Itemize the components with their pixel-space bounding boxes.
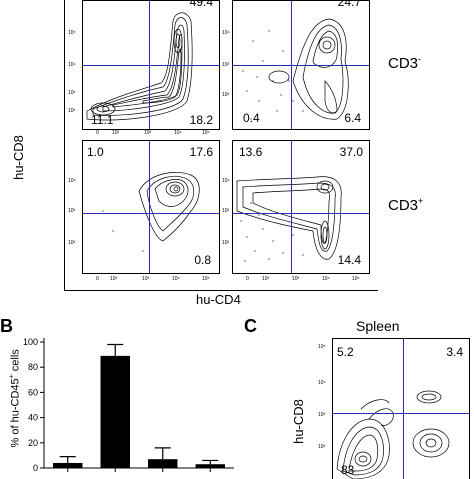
x-tick: 10⁴: [172, 276, 180, 282]
flow-plot-cd3neg-2: 24.7 0.4 6.4: [232, 0, 370, 130]
y-tick: 10²: [222, 240, 230, 246]
x-tick: 10³: [292, 276, 300, 282]
flow-plot-spleen: 5.2 3.4 83: [332, 338, 470, 479]
y-tick-label: 60: [28, 387, 38, 397]
x-tick: 10⁴: [322, 276, 330, 282]
y-tick: 10⁴: [222, 30, 230, 36]
quadrant-lower-right: 6.4: [344, 111, 361, 125]
flow-plot-cd3neg-1: 49.4 11.1 18.2: [82, 0, 220, 130]
y-tick: 10⁴: [68, 62, 76, 68]
panel-c-letter: C: [244, 316, 257, 336]
quadrant-lower-right: 0.8: [194, 253, 211, 267]
quadrant-upper-right: 49.4: [189, 0, 213, 9]
x-tick: 10⁴: [174, 130, 182, 136]
x-tick: 0: [246, 276, 249, 282]
bar-chart: 0 20 40 60 80 100: [23, 337, 234, 473]
y-tick-label: 0: [33, 463, 38, 473]
y-tick: 10³: [222, 208, 230, 214]
contour-density: [336, 390, 450, 479]
row-label-cd3-positive: CD3+: [388, 196, 424, 214]
y-tick-label: 20: [28, 438, 38, 448]
bar: [53, 462, 83, 468]
quadrant-lower-left: 11.1: [91, 113, 114, 127]
x-tick: 10⁵: [202, 130, 210, 136]
x-tick: 10³: [142, 276, 150, 282]
y-tick: 10⁵: [318, 344, 326, 350]
x-tick: 10²: [112, 130, 120, 136]
quadrant-upper-right: 37.0: [339, 145, 363, 159]
y-tick: 10³: [222, 62, 230, 68]
panel-c-title: Spleen: [356, 318, 400, 334]
x-tick: 0: [96, 130, 99, 136]
flow-plot-cd3pos-1: 1.0 17.6 0.8: [82, 140, 220, 274]
y-tick: 10³: [68, 90, 76, 96]
bar: [195, 464, 225, 468]
y-tick: 10³: [68, 208, 76, 214]
y-tick: 10⁴: [222, 178, 230, 184]
x-tick: 10³: [144, 130, 152, 136]
y-tick: 10⁵: [68, 30, 76, 36]
panel-a-frame: [64, 0, 378, 291]
quadrant-upper-right: 3.4: [446, 345, 463, 359]
bar: [148, 459, 178, 468]
row-label-cd3-negative: CD3-: [388, 54, 422, 72]
y-tick: 10²: [68, 108, 76, 114]
contour-density: [102, 172, 200, 252]
quadrant-lower-right: 14.4: [337, 253, 361, 267]
y-tick: 10³: [318, 412, 326, 418]
x-tick: 10⁵: [352, 276, 360, 282]
quadrant-upper-left: 1.0: [87, 145, 104, 159]
contour-density: [86, 12, 193, 121]
x-tick: 10²: [110, 276, 118, 282]
y-tick: 10⁴: [68, 178, 76, 184]
quadrant-lower-right: 18.2: [189, 113, 213, 127]
x-tick: 10⁵: [202, 276, 210, 282]
y-tick: 10²: [318, 444, 326, 450]
y-tick-label: 40: [28, 413, 38, 423]
quadrant-upper-left: 13.6: [239, 145, 263, 159]
panel-c-y-axis-label: hu-CD8: [290, 399, 306, 444]
quadrant-lower-left: 0.4: [243, 111, 260, 125]
bar: [100, 355, 130, 468]
quadrant-upper-right: 24.7: [337, 0, 361, 9]
x-tick: 10²: [262, 276, 270, 282]
y-tick: 10²: [222, 92, 230, 98]
y-tick: 10²: [68, 240, 76, 246]
panel-a-y-axis-label: hu-CD8: [10, 135, 26, 180]
contour-density: [236, 176, 342, 262]
quadrant-upper-right: 17.6: [189, 145, 213, 159]
y-tick-label: 80: [28, 362, 38, 372]
panel-b-letter: B: [0, 316, 13, 336]
y-tick: 10⁴: [318, 380, 326, 386]
quadrant-upper-left: 5.2: [337, 345, 354, 359]
y-tick-label: 100: [23, 337, 38, 347]
panel-a-x-axis-label: hu-CD4: [196, 292, 241, 307]
quadrant-lower-left: 83: [341, 463, 355, 477]
flow-plot-cd3pos-2: 13.6 37.0 14.4: [232, 140, 370, 274]
x-tick: 0: [96, 276, 99, 282]
